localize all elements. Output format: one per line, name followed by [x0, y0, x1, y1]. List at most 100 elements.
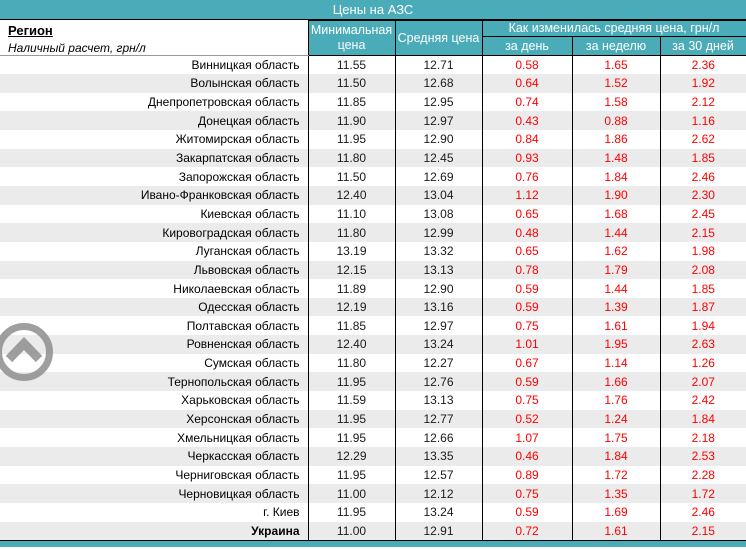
min-price-cell: 11.85 [307, 92, 395, 112]
table-row: Волынская область 11.50 12.68 0.64 1.52 … [0, 74, 746, 93]
region-cell: Украина [0, 521, 309, 541]
avg-price-cell: 13.13 [394, 391, 482, 410]
table-row: Луганская область 13.19 13.32 0.65 1.62 … [0, 241, 746, 261]
region-cell: Житомирская область [0, 130, 309, 149]
region-header-label: Регион [8, 22, 53, 38]
change-month-cell: 2.12 [659, 92, 746, 112]
table-row: Запорожская область 11.50 12.69 0.76 1.8… [0, 167, 746, 186]
min-price-cell: 12.19 [307, 297, 395, 317]
region-cell: Полтавская область [0, 316, 309, 336]
min-price-cell: 11.80 [307, 223, 395, 242]
min-price-cell: 11.50 [307, 74, 395, 93]
change-day-cell: 0.46 [481, 446, 572, 466]
change-week-cell: 1.48 [571, 148, 660, 168]
column-header-min-price: Минимальная цена [307, 20, 396, 56]
min-price-cell: 13.19 [307, 241, 395, 261]
table-row: Закарпатская область 11.80 12.45 0.93 1.… [0, 148, 746, 168]
fuel-price-table: Регион Наличный расчет, грн/л Минимальна… [0, 20, 746, 541]
change-day-cell: 0.43 [481, 111, 572, 131]
change-day-cell: 0.76 [481, 167, 572, 186]
change-week-cell: 1.72 [571, 465, 660, 485]
avg-price-cell: 13.24 [394, 502, 482, 522]
avg-price-cell: 13.24 [394, 335, 482, 354]
region-cell: Луганская область [0, 241, 309, 261]
avg-price-cell: 13.04 [394, 185, 482, 205]
table-row: Ивано-Франковская область 12.40 13.04 1.… [0, 185, 746, 205]
change-day-cell: 0.59 [481, 279, 572, 298]
change-week-cell: 0.88 [571, 111, 660, 131]
change-week-cell: 1.24 [571, 409, 660, 429]
column-header-avg-price: Средняя цена [394, 20, 483, 56]
region-cell: Винницкая область [0, 55, 309, 75]
change-day-cell: 0.65 [481, 204, 572, 224]
avg-price-cell: 12.27 [394, 353, 482, 373]
region-cell: Закарпатская область [0, 148, 309, 168]
min-price-cell: 11.10 [307, 204, 395, 224]
change-week-cell: 1.90 [571, 185, 660, 205]
change-day-cell: 1.01 [481, 335, 572, 354]
table-row: Хмельницкая область 11.95 12.66 1.07 1.7… [0, 428, 746, 447]
region-cell: Харьковская область [0, 391, 309, 410]
change-day-cell: 0.52 [481, 409, 572, 429]
change-day-cell: 0.64 [481, 74, 572, 93]
change-month-cell: 1.16 [659, 111, 746, 131]
table-row: Кировоградская область 11.80 12.99 0.48 … [0, 223, 746, 242]
table-row: Харьковская область 11.59 13.13 0.75 1.7… [0, 391, 746, 410]
column-header-change-month: за 30 дней [659, 36, 746, 56]
table-row: Тернопольская область 11.95 12.76 0.59 1… [0, 372, 746, 392]
change-week-cell: 1.61 [571, 521, 660, 541]
table-row: Николаевская область 11.89 12.90 0.59 1.… [0, 279, 746, 298]
min-price-cell: 12.29 [307, 446, 395, 466]
avg-price-cell: 12.90 [394, 279, 482, 298]
change-week-cell: 1.35 [571, 484, 660, 503]
min-price-cell: 11.95 [307, 465, 395, 485]
min-price-cell: 11.90 [307, 111, 395, 131]
table-row: Черкасская область 12.29 13.35 0.46 1.84… [0, 446, 746, 466]
change-week-cell: 1.65 [571, 55, 660, 75]
change-month-cell: 1.26 [659, 353, 746, 373]
page-title: Цены на АЗС [0, 0, 746, 20]
bottom-accent-bar [0, 540, 746, 547]
change-week-cell: 1.61 [571, 316, 660, 336]
avg-price-cell: 12.77 [394, 409, 482, 429]
change-day-cell: 0.59 [481, 372, 572, 392]
change-week-cell: 1.95 [571, 335, 660, 354]
region-cell: г. Киев [0, 502, 309, 522]
region-cell: Запорожская область [0, 167, 309, 186]
avg-price-cell: 12.71 [394, 55, 482, 75]
avg-price-cell: 12.12 [394, 484, 482, 503]
min-price-cell: 12.40 [307, 185, 395, 205]
table-row: Черниговская область 11.95 12.57 0.89 1.… [0, 465, 746, 485]
change-day-cell: 0.65 [481, 241, 572, 261]
change-week-cell: 1.68 [571, 204, 660, 224]
change-month-cell: 2.42 [659, 391, 746, 410]
region-cell: Сумская область [0, 353, 309, 373]
avg-price-cell: 12.57 [394, 465, 482, 485]
change-day-cell: 0.75 [481, 484, 572, 503]
change-week-cell: 1.84 [571, 446, 660, 466]
change-week-cell: 1.84 [571, 167, 660, 186]
region-cell: Черкасская область [0, 446, 309, 466]
avg-price-cell: 13.32 [394, 241, 482, 261]
change-month-cell: 1.92 [659, 74, 746, 93]
change-month-cell: 1.94 [659, 316, 746, 336]
change-day-cell: 0.59 [481, 297, 572, 317]
table-row: г. Киев 11.95 13.24 0.59 1.69 2.46 [0, 502, 746, 522]
min-price-cell: 11.59 [307, 391, 395, 410]
table-row: Полтавская область 11.85 12.97 0.75 1.61… [0, 316, 746, 336]
region-cell: Черниговская область [0, 465, 309, 485]
table-row: Одесская область 12.19 13.16 0.59 1.39 1… [0, 297, 746, 317]
avg-price-cell: 13.16 [394, 297, 482, 317]
change-month-cell: 1.85 [659, 148, 746, 168]
region-column-header: Регион Наличный расчет, грн/л [0, 20, 309, 56]
table-row: Киевская область 11.10 13.08 0.65 1.68 2… [0, 204, 746, 224]
change-month-cell: 2.15 [659, 521, 746, 541]
min-price-cell: 11.80 [307, 148, 395, 168]
avg-price-cell: 12.97 [394, 111, 482, 131]
region-cell: Донецкая область [0, 111, 309, 131]
change-month-cell: 2.15 [659, 223, 746, 242]
change-week-cell: 1.79 [571, 260, 660, 280]
change-week-cell: 1.75 [571, 428, 660, 447]
scroll-to-top-button[interactable] [0, 322, 56, 384]
table-row: Донецкая область 11.90 12.97 0.43 0.88 1… [0, 111, 746, 131]
